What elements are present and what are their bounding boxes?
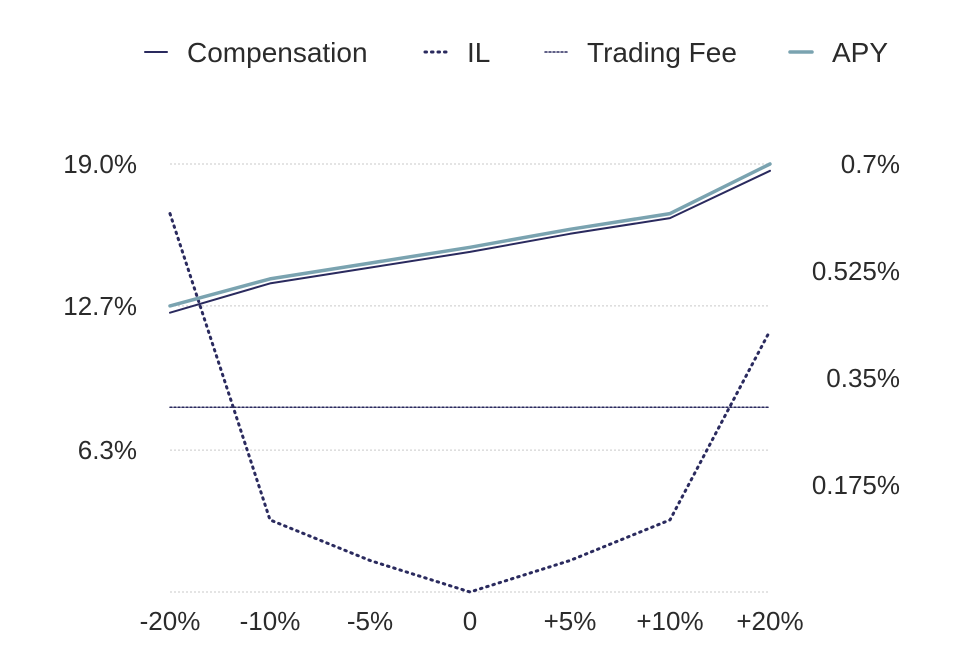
left-tick-label: 12.7% bbox=[63, 291, 137, 321]
legend-item-compensation: Compensation bbox=[144, 37, 368, 68]
left-tick-label: 6.3% bbox=[78, 435, 137, 465]
left-tick-label: 19.0% bbox=[63, 149, 137, 179]
x-tick-label: -20% bbox=[140, 606, 201, 636]
series-line-apy bbox=[168, 162, 772, 308]
series-line-compensation bbox=[169, 169, 771, 314]
x-tick-label: -10% bbox=[240, 606, 301, 636]
x-tick-label: +20% bbox=[736, 606, 803, 636]
series-group bbox=[168, 162, 772, 594]
legend-label: Compensation bbox=[187, 37, 368, 68]
right-axis-ticks: 0.7% 0.525% 0.35% 0.175% bbox=[812, 149, 900, 500]
x-tick-label: 0 bbox=[463, 606, 477, 636]
legend: Compensation IL Trading Fee APY bbox=[144, 37, 888, 68]
legend-item-trading-fee: Trading Fee bbox=[544, 37, 737, 68]
x-axis-ticks: -20% -10% -5% 0 +5% +10% +20% bbox=[140, 606, 804, 636]
legend-label: APY bbox=[832, 37, 888, 68]
left-axis-ticks: 19.0% 12.7% 6.3% bbox=[63, 149, 137, 465]
grid-lines bbox=[170, 163, 770, 593]
legend-item-il: IL bbox=[423, 37, 490, 68]
right-tick-label: 0.175% bbox=[812, 470, 900, 500]
right-tick-label: 0.7% bbox=[841, 149, 900, 179]
series-line-il bbox=[168, 212, 772, 594]
x-tick-label: +10% bbox=[636, 606, 703, 636]
legend-label: Trading Fee bbox=[587, 37, 737, 68]
legend-item-apy: APY bbox=[788, 37, 888, 68]
x-tick-label: -5% bbox=[347, 606, 393, 636]
right-tick-label: 0.35% bbox=[826, 363, 900, 393]
legend-label: IL bbox=[467, 37, 490, 68]
x-tick-label: +5% bbox=[544, 606, 597, 636]
right-tick-label: 0.525% bbox=[812, 256, 900, 286]
